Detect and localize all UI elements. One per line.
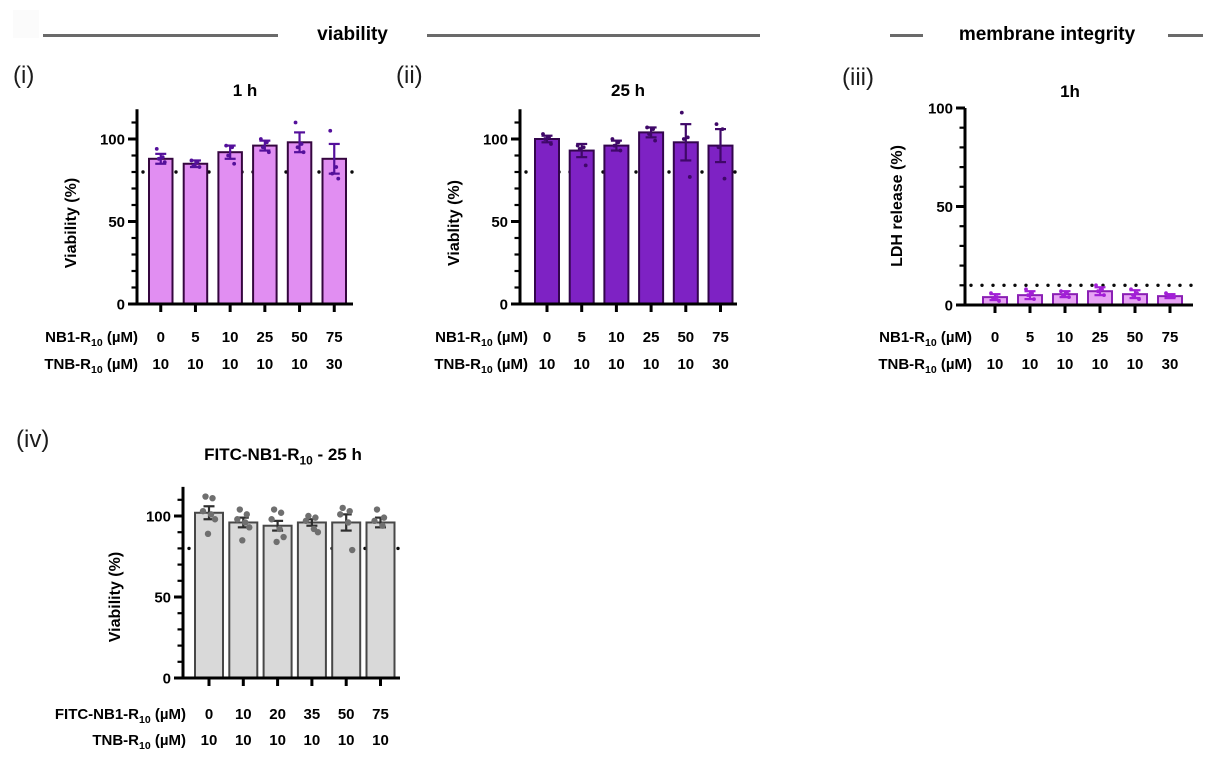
svg-text:10: 10 xyxy=(1127,356,1144,373)
svg-text:10: 10 xyxy=(1022,356,1039,373)
panel-iv-index-label: (iv) xyxy=(16,426,50,453)
svg-text:10: 10 xyxy=(222,329,239,346)
svg-text:50: 50 xyxy=(108,214,125,231)
svg-text:0: 0 xyxy=(205,706,213,723)
chart-i-canvas: 0 50 100 Viability (%) 1 h NB1-R10 (µM) 0 5 10 25… xyxy=(44,81,354,376)
svg-text:0: 0 xyxy=(117,297,125,314)
svg-text:100: 100 xyxy=(100,132,125,149)
svg-text:100: 100 xyxy=(928,101,953,118)
svg-text:100: 100 xyxy=(483,132,508,149)
svg-text:75: 75 xyxy=(712,329,729,346)
svg-text:50: 50 xyxy=(936,199,953,216)
svg-text:50: 50 xyxy=(677,329,694,346)
svg-text:Viability (%): Viability (%) xyxy=(107,552,124,642)
svg-text:75: 75 xyxy=(1162,329,1179,346)
membrane-group-label: membrane integrity xyxy=(958,24,1136,45)
panel-i: (i) 0 50 100 Viability (%) 1 h NB1-R10 (µM) 0 5… xyxy=(0,60,410,405)
svg-text:10: 10 xyxy=(257,356,274,373)
svg-text:10: 10 xyxy=(608,356,625,373)
svg-text:TNB-R10 (µM): TNB-R10 (µM) xyxy=(434,356,528,376)
svg-text:0: 0 xyxy=(991,329,999,346)
svg-text:NB1-R10 (µM): NB1-R10 (µM) xyxy=(879,329,972,349)
membrane-divider-right xyxy=(1168,34,1203,37)
svg-text:0: 0 xyxy=(500,297,508,314)
svg-text:10: 10 xyxy=(235,706,252,723)
svg-text:10: 10 xyxy=(1057,356,1074,373)
svg-text:0: 0 xyxy=(157,329,165,346)
svg-text:0: 0 xyxy=(163,671,171,688)
svg-text:TNB-R10 (µM): TNB-R10 (µM) xyxy=(878,356,972,376)
svg-text:NB1-R10 (µM): NB1-R10 (µM) xyxy=(435,329,528,349)
svg-text:10: 10 xyxy=(201,732,218,749)
svg-text:10: 10 xyxy=(187,356,204,373)
svg-text:10: 10 xyxy=(539,356,556,373)
svg-text:30: 30 xyxy=(326,356,343,373)
svg-text:50: 50 xyxy=(154,590,171,607)
svg-text:Viability (%): Viability (%) xyxy=(63,178,80,268)
svg-text:10: 10 xyxy=(1057,329,1074,346)
scan-artifact xyxy=(13,10,39,38)
svg-text:10: 10 xyxy=(304,732,321,749)
svg-text:10: 10 xyxy=(235,732,252,749)
svg-text:10: 10 xyxy=(338,732,355,749)
svg-text:25: 25 xyxy=(1092,329,1109,346)
svg-text:NB1-R10 (µM): NB1-R10 (µM) xyxy=(45,329,138,349)
svg-text:TNB-R10 (µM): TNB-R10 (µM) xyxy=(44,356,138,376)
svg-text:75: 75 xyxy=(372,706,389,723)
svg-text:10: 10 xyxy=(269,732,286,749)
svg-text:FITC-NB1-R10 (µM): FITC-NB1-R10 (µM) xyxy=(55,706,186,726)
svg-text:FITC-NB1-R10 - 25 h: FITC-NB1-R10 - 25 h xyxy=(204,445,362,468)
svg-text:50: 50 xyxy=(291,329,308,346)
panel-iii-index-label: (iii) xyxy=(842,64,874,91)
svg-text:Viablity (%): Viablity (%) xyxy=(446,180,463,266)
svg-text:75: 75 xyxy=(326,329,343,346)
svg-text:50: 50 xyxy=(1127,329,1144,346)
viability-divider-right xyxy=(427,34,760,37)
svg-text:35: 35 xyxy=(304,706,321,723)
svg-text:10: 10 xyxy=(573,356,590,373)
panel-iii: (iii) 0 50 100 LDH release (%) 1h NB1-R10 (µM… xyxy=(820,60,1207,405)
panel-iv: (iv) 0 50 100 Viability (%) FITC-NB1-R10 - 2… xyxy=(0,420,460,759)
panel-ii: (ii) 0 50 100 Viablity (%) 25 h NB1-R10 (µM) 0… xyxy=(385,60,795,405)
svg-text:100: 100 xyxy=(146,509,171,526)
svg-text:50: 50 xyxy=(491,214,508,231)
chart-ii-canvas: 0 50 100 Viablity (%) 25 h NB1-R10 (µM) 0 5 10 25… xyxy=(434,81,737,376)
membrane-divider-left xyxy=(890,34,923,37)
svg-text:25 h: 25 h xyxy=(611,81,645,100)
svg-text:5: 5 xyxy=(191,329,199,346)
svg-text:TNB-R10 (µM): TNB-R10 (µM) xyxy=(92,732,186,752)
panel-i-index-label: (i) xyxy=(13,62,35,89)
svg-text:1 h: 1 h xyxy=(233,81,258,100)
viability-divider-left xyxy=(43,34,278,37)
svg-text:0: 0 xyxy=(945,298,953,315)
svg-text:10: 10 xyxy=(643,356,660,373)
svg-text:25: 25 xyxy=(643,329,660,346)
svg-text:0: 0 xyxy=(543,329,551,346)
svg-text:30: 30 xyxy=(712,356,729,373)
svg-text:50: 50 xyxy=(338,706,355,723)
svg-text:20: 20 xyxy=(269,706,286,723)
svg-text:5: 5 xyxy=(1026,329,1034,346)
svg-text:10: 10 xyxy=(608,329,625,346)
svg-text:10: 10 xyxy=(291,356,308,373)
svg-text:10: 10 xyxy=(372,732,389,749)
svg-text:10: 10 xyxy=(222,356,239,373)
svg-text:1h: 1h xyxy=(1060,82,1080,101)
svg-text:30: 30 xyxy=(1162,356,1179,373)
svg-text:10: 10 xyxy=(152,356,169,373)
svg-text:LDH release (%): LDH release (%) xyxy=(889,145,906,267)
svg-text:10: 10 xyxy=(987,356,1004,373)
svg-text:10: 10 xyxy=(1092,356,1109,373)
viability-group-label: viability xyxy=(317,24,388,45)
chart-iii-canvas: 0 50 100 LDH release (%) 1h NB1-R10 (µM) 0 5 10 2… xyxy=(878,82,1193,376)
panel-ii-index-label: (ii) xyxy=(396,62,423,89)
svg-text:10: 10 xyxy=(677,356,694,373)
svg-text:25: 25 xyxy=(257,329,274,346)
svg-text:5: 5 xyxy=(578,329,586,346)
